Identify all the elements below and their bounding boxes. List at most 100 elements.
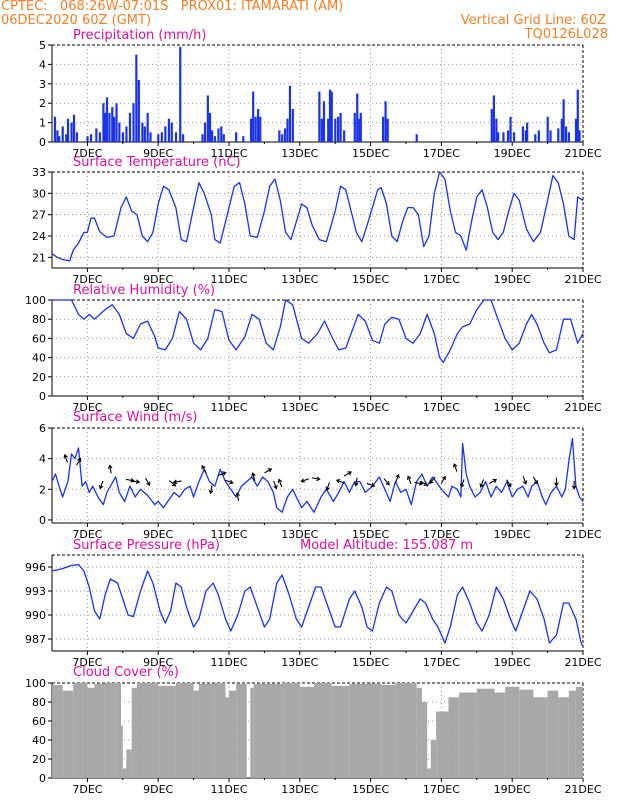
panel-1-x-tick-label: 19DEC xyxy=(494,273,531,286)
panel-2-x-tick-label: 11DEC xyxy=(210,401,247,414)
wind-arrow-head xyxy=(406,475,412,480)
panel-0-x-tick-label: 15DEC xyxy=(352,147,389,160)
wind-arrow xyxy=(311,477,320,480)
panel-5-x-tick-label: 21DEC xyxy=(564,783,601,796)
panel-2-y-tick-label: 20 xyxy=(32,371,46,384)
panel-3-x-tick-label: 7DEC xyxy=(72,528,102,541)
wind-arrow-head xyxy=(208,489,214,495)
wind-arrow-head xyxy=(347,471,352,476)
panel-3-x-tick-label: 13DEC xyxy=(281,528,318,541)
precip-bar xyxy=(174,132,178,142)
panel-1-x-tick-label: 11DEC xyxy=(210,273,247,286)
wind-arrow xyxy=(532,476,538,484)
wind-arrow-head xyxy=(335,478,341,484)
cloud-bar xyxy=(430,740,437,778)
precip-bar xyxy=(358,118,361,142)
precip-bar xyxy=(211,130,214,142)
header-model-code: TQ0126L028 xyxy=(524,27,608,42)
model-altitude-label: Model Altitude: 155.087 m xyxy=(300,538,474,553)
wind-arrow xyxy=(273,480,277,489)
panel-3-line xyxy=(51,438,584,513)
wind-arrow-head xyxy=(395,473,400,479)
wind-arrow-head xyxy=(267,468,273,473)
wind-arrow xyxy=(301,478,310,482)
panel-4-x-tick-label: 13DEC xyxy=(281,656,318,669)
precip-bar xyxy=(143,126,146,142)
wind-arrow-head xyxy=(146,481,151,486)
panel-2-x-tick-label: 17DEC xyxy=(423,401,460,414)
panel-4-x-tick-label: 7DEC xyxy=(72,656,102,669)
panel-0-x-tick-label: 7DEC xyxy=(72,147,102,160)
wind-arrow xyxy=(522,476,527,485)
wind-arrow xyxy=(252,473,256,482)
cloud-title: Cloud Cover (%) xyxy=(73,665,179,680)
precip-bar xyxy=(137,79,140,142)
panel-5-y-tick-label: 40 xyxy=(32,734,46,747)
cloud-bar xyxy=(225,697,229,778)
precip-bar xyxy=(128,112,132,142)
precip-bar xyxy=(112,116,116,142)
wind-title: Surface Wind (m/s) xyxy=(73,410,198,425)
panel-5-x-tick-label: 19DEC xyxy=(494,783,531,796)
precip-bar xyxy=(574,118,578,142)
panel-2-line xyxy=(52,299,584,364)
precip-bar xyxy=(537,130,540,142)
panel-2-x-tick-label: 13DEC xyxy=(281,401,318,414)
precip-bar xyxy=(512,132,516,142)
precip-bar xyxy=(252,91,255,142)
panel-0-x-tick-label: 17DEC xyxy=(423,147,460,160)
panel-5-y-tick-label: 20 xyxy=(32,753,46,766)
panel-1-x-tick-label: 17DEC xyxy=(423,273,460,286)
precip-bar xyxy=(286,118,289,142)
precip-bar xyxy=(526,122,529,142)
wind-arrow-head xyxy=(479,483,484,488)
precip-bar xyxy=(111,107,114,142)
wind-arrow xyxy=(395,474,400,483)
panel-2-x-tick-label: 15DEC xyxy=(352,401,389,414)
cloud-bar xyxy=(94,683,106,778)
panel-1-x-tick-label: 15DEC xyxy=(352,273,389,286)
precip-bar xyxy=(291,109,294,142)
precip-bar xyxy=(386,118,389,142)
wind-arrow-head xyxy=(533,480,538,485)
precip-bar xyxy=(356,93,359,142)
wind-arrow xyxy=(109,465,112,474)
precip-bar xyxy=(546,116,549,142)
precip-bar xyxy=(565,126,568,142)
panel-0-x-tick-label: 19DEC xyxy=(494,147,531,160)
cloud-bar xyxy=(62,690,74,778)
wind-arrow-head xyxy=(300,478,305,483)
precip-bar xyxy=(254,116,257,142)
cloud-bar xyxy=(131,687,137,778)
cloud-bar xyxy=(421,702,428,778)
panel-1-x-tick-label: 13DEC xyxy=(281,273,318,286)
wind-arrow xyxy=(440,476,446,484)
precip-bar xyxy=(167,118,171,142)
panel-0-y-tick-label: 0 xyxy=(39,136,46,149)
precip-bar xyxy=(146,112,149,142)
precip-bar xyxy=(381,116,385,142)
precip-bar xyxy=(72,114,76,142)
panel-3-x-tick-label: 17DEC xyxy=(423,528,460,541)
cloud-bar xyxy=(115,683,122,778)
panel-0-x-tick-label: 13DEC xyxy=(281,147,318,160)
precip-bar xyxy=(208,112,212,142)
panel-2-y-tick-label: 80 xyxy=(32,313,46,326)
precip-bar xyxy=(330,91,333,142)
cloud-bar xyxy=(198,683,215,778)
panel-2-x-tick-label: 7DEC xyxy=(72,401,102,414)
precip-bar xyxy=(217,128,220,142)
wind-arrow-head xyxy=(507,483,512,488)
cloud-bar xyxy=(395,683,417,778)
wind-arrow-head xyxy=(429,479,434,484)
cloud-bar xyxy=(253,683,283,778)
wind-arrow xyxy=(99,480,104,489)
precip-bar xyxy=(70,122,73,142)
panel-3-x-tick-label: 9DEC xyxy=(143,528,173,541)
precip-bar xyxy=(328,89,332,142)
precip-bar xyxy=(353,112,356,142)
precip-bar xyxy=(141,122,144,142)
wind-arrow xyxy=(414,481,423,485)
panel-4-x-tick-label: 11DEC xyxy=(210,656,247,669)
panel-3-y-tick-label: 0 xyxy=(39,514,46,527)
